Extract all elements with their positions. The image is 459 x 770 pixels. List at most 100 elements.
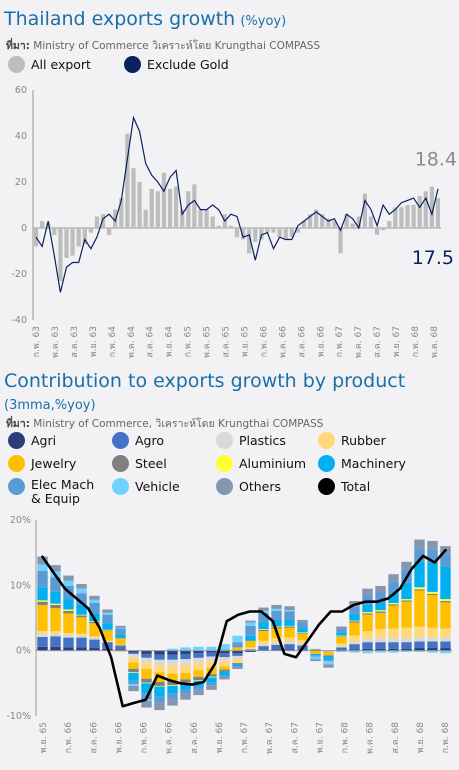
chart2-bar-segment — [102, 614, 113, 624]
chart2-bar-segment — [180, 659, 191, 666]
chart2-bar-segment — [115, 645, 126, 650]
chart2-bar-segment — [323, 655, 334, 656]
chart2-bar-segment — [128, 685, 139, 692]
chart1-bar — [173, 186, 179, 228]
chart1-bar — [46, 223, 51, 228]
chart2-bar-segment — [271, 608, 282, 611]
legend2-swatch — [216, 455, 233, 472]
chart2-bar-segment — [427, 648, 438, 651]
chart2-bar-segment — [375, 585, 386, 593]
chart2-bar-segment — [180, 650, 191, 654]
legend2-machinery: Machinery — [318, 455, 406, 472]
chart2-bar-segment — [154, 685, 165, 687]
chart2-bar-segment — [297, 619, 308, 623]
chart2-bar-segment — [388, 605, 399, 629]
chart2-x-tick-label: พ.ค. 67 — [265, 722, 275, 754]
chart2-bar-segment — [180, 647, 191, 651]
chart2-bar-segment — [89, 636, 100, 638]
chart2-bar-segment — [258, 612, 269, 623]
chart2-bar-segment — [375, 592, 386, 603]
chart2-bar-segment — [193, 650, 204, 654]
chart2-bar-segment — [141, 657, 152, 663]
chart2-bar-segment — [102, 631, 113, 641]
chart2-bar-segment — [180, 672, 191, 680]
legend2-swatch — [8, 455, 25, 472]
chart2-bar-segment — [349, 644, 360, 650]
chart2-bar-segment — [102, 623, 113, 630]
chart2-bar-segment — [154, 665, 165, 673]
chart1-bar — [381, 228, 386, 231]
chart2-bar-segment — [180, 693, 191, 700]
chart2-bar-segment — [297, 622, 308, 629]
chart1-source-prefix: ที่มา: — [6, 40, 30, 52]
chart2-bar-segment — [440, 641, 451, 649]
chart2-bar-segment — [232, 663, 243, 665]
legend2-swatch — [112, 432, 129, 449]
chart2-source: ที่มา: Ministry of Commerce, วิเคราะห์โด… — [6, 415, 323, 432]
chart2-bar-segment — [310, 653, 321, 656]
chart2-bar-segment — [50, 631, 61, 634]
chart1-bar — [435, 198, 441, 228]
chart2-bar-segment — [154, 659, 165, 666]
chart2-bar-segment — [401, 600, 412, 602]
legend2-swatch — [112, 478, 129, 495]
chart2-bar-segment — [375, 650, 386, 653]
chart1-bar — [216, 225, 221, 228]
chart2-bar-segment — [50, 565, 61, 572]
chart2-bar-segment — [154, 682, 165, 686]
legend2-plastics: Plastics — [216, 432, 286, 449]
chart2-bar-segment — [102, 640, 113, 643]
chart2-bar-segment — [271, 619, 282, 627]
chart2-bar-segment — [37, 604, 48, 632]
chart2-bar-segment — [362, 588, 373, 596]
chart1-bar — [70, 228, 75, 256]
chart2-bar-segment — [440, 628, 451, 638]
chart2-bar-segment — [232, 642, 243, 648]
legend-all-export-swatch — [8, 56, 25, 73]
chart2-title-text: Contribution to exports growth by produc… — [4, 370, 406, 392]
chart2-bar-segment — [388, 642, 399, 649]
chart2-bar-segment — [167, 654, 178, 660]
chart2-subtitle-text: (3mma,%yoy) — [4, 398, 96, 413]
chart2-bar-segment — [102, 629, 113, 631]
chart2-bar-segment — [414, 626, 425, 637]
chart2-bar-segment — [375, 602, 386, 611]
chart2-x-tick-label: ส.ค. 66 — [89, 722, 99, 754]
chart1-bar — [76, 228, 81, 247]
chart1-bar — [350, 223, 355, 228]
chart2-bar-segment — [323, 661, 334, 665]
chart2-bar-segment — [258, 631, 269, 641]
chart2-bar-segment — [388, 648, 399, 651]
chart2-bar-segment — [232, 653, 243, 656]
legend-exclude-gold-swatch — [124, 56, 141, 73]
chart2-bar-segment — [349, 650, 360, 653]
chart2-bar-segment — [258, 607, 269, 611]
chart1-bar — [289, 228, 294, 238]
chart1-bar — [40, 221, 45, 228]
chart2-bar-segment — [50, 577, 61, 592]
chart2-bar-segment — [115, 650, 126, 652]
chart2-bar-segment — [102, 609, 113, 613]
chart2-bar-segment — [128, 672, 139, 681]
legend2-label: Elec Mach & Equip — [31, 477, 95, 506]
chart2-bar-segment — [245, 650, 256, 652]
chart2-bar-segment — [219, 669, 230, 672]
chart2-bar-segment — [193, 657, 204, 664]
chart1-bar — [326, 218, 331, 228]
legend-exclude-gold-label: Exclude Gold — [147, 57, 229, 72]
chart2-bar-segment — [232, 635, 243, 643]
chart2-bar-segment — [336, 635, 347, 637]
chart2-bar-segment — [37, 601, 48, 605]
chart2-bar-segment — [193, 653, 204, 658]
chart1-x-tick-label: ก.พ. 66 — [259, 326, 269, 358]
chart2-bar-segment — [76, 604, 87, 615]
chart1-bar — [58, 228, 63, 281]
chart2-bar-segment — [180, 665, 191, 673]
chart2-bar-segment — [336, 636, 347, 644]
chart2-bar-segment — [297, 632, 308, 634]
chart2-bar-segment — [440, 650, 451, 654]
legend2-label: Machinery — [341, 456, 406, 471]
chart2-bar-segment — [349, 621, 360, 623]
chart2-bar-segment — [401, 599, 412, 601]
chart2-bar-segment — [284, 606, 295, 611]
